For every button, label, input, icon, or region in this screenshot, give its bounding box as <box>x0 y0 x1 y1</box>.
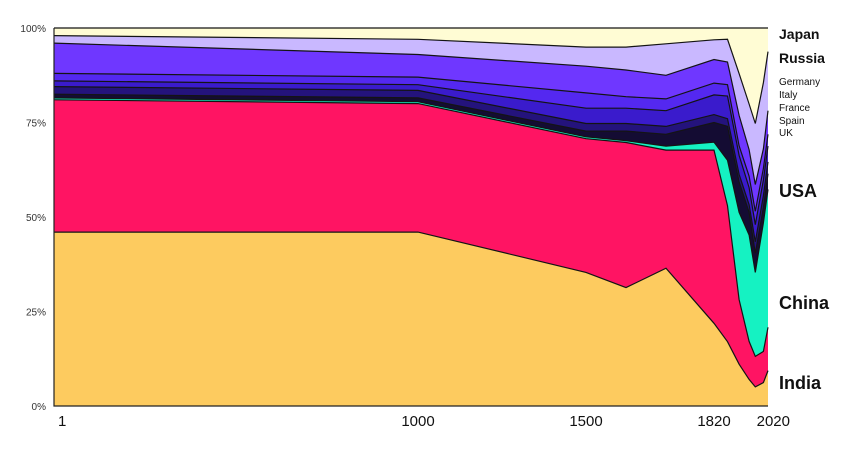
y-tick-label: 100% <box>20 24 46 35</box>
series-label-usa: USA <box>779 181 817 201</box>
boundary-russia <box>53 35 769 124</box>
boundary-uk <box>53 93 769 254</box>
y-tick-label: 0% <box>32 402 47 413</box>
x-tick-label: 1000 <box>401 413 434 430</box>
series-label-china: China <box>779 293 830 313</box>
series-label-germany: Germany <box>779 77 820 88</box>
boundary-germany <box>53 42 769 185</box>
area-japan <box>54 28 768 124</box>
y-tick-label: 50% <box>26 213 46 224</box>
series-label-india: India <box>779 373 822 393</box>
x-tick-label: 1 <box>58 413 66 430</box>
x-tick-label: 1500 <box>569 413 602 430</box>
boundary-france <box>53 80 769 225</box>
area-china <box>54 99 768 387</box>
area-france <box>54 80 768 242</box>
series-label-uk: UK <box>779 128 793 139</box>
y-tick-label: 75% <box>26 119 46 130</box>
boundary-china <box>53 99 769 358</box>
boundary-italy <box>53 72 769 212</box>
area-layers <box>53 27 769 406</box>
series-label-spain: Spain <box>779 116 805 127</box>
series-label-japan: Japan <box>779 26 819 42</box>
area-russia <box>54 35 768 185</box>
boundary-india <box>54 231 769 388</box>
series-label-italy: Italy <box>779 90 797 101</box>
boundary-spain <box>53 86 769 242</box>
series-label-russia: Russia <box>779 50 825 66</box>
y-tick-label: 25% <box>26 308 46 319</box>
axis-lines <box>53 28 768 407</box>
area-germany <box>54 43 768 212</box>
x-tick-label: 1820 <box>697 413 730 430</box>
boundary-usa <box>53 97 769 273</box>
x-tick-label: 2020 <box>757 413 790 430</box>
area-spain <box>54 86 768 254</box>
area-india <box>54 232 768 406</box>
series-label-france: France <box>779 103 811 114</box>
